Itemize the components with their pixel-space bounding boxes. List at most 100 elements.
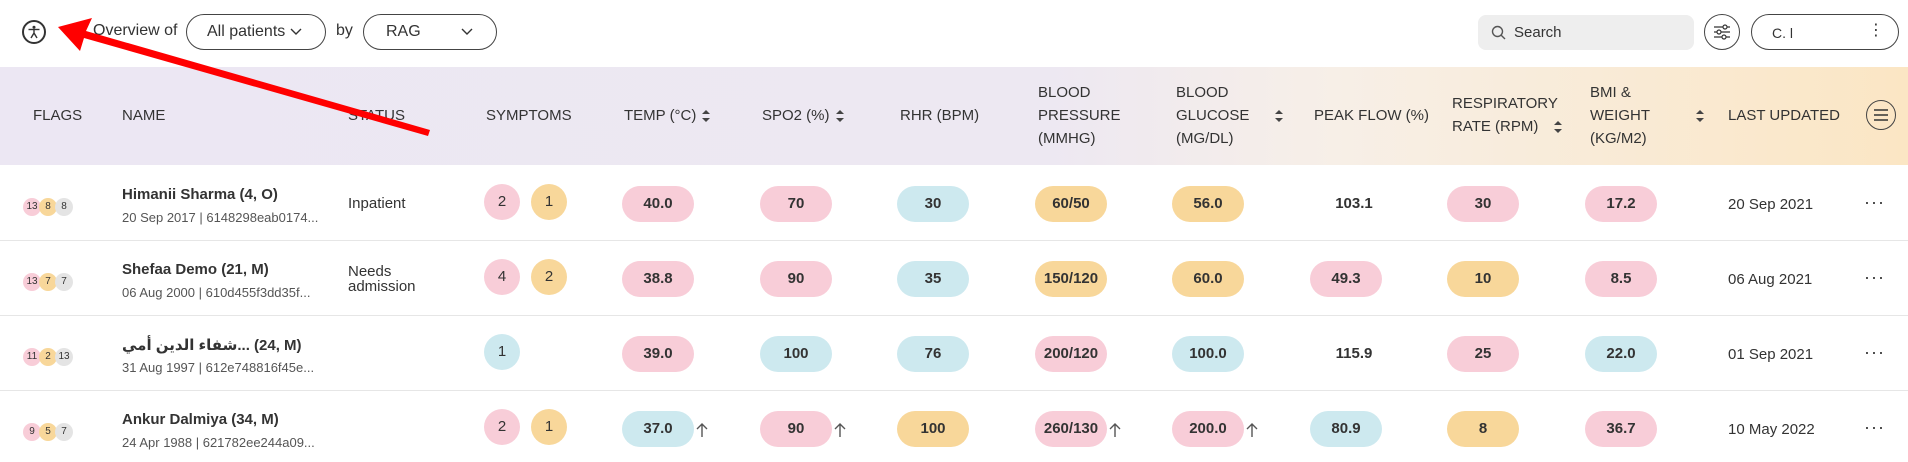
col-symptoms[interactable]: SYMPTOMS xyxy=(486,107,572,124)
sort-icon[interactable] xyxy=(702,110,711,123)
chevron-down-icon xyxy=(290,28,302,35)
patient-dob-id: 31 Aug 1997 | 612e748816f45e... xyxy=(122,360,315,375)
last-updated: 01 Sep 2021 xyxy=(1728,346,1814,363)
arrow-up-icon xyxy=(834,423,846,437)
chevron-down-icon xyxy=(461,28,473,35)
spo2-value: 100 xyxy=(760,336,832,372)
glucose-value: 100.0 xyxy=(1172,336,1244,372)
col-name[interactable]: NAME xyxy=(122,107,166,124)
last-updated: 06 Aug 2021 xyxy=(1728,271,1813,288)
symptom-amber-count: 1 xyxy=(531,409,567,445)
spo2-value: 90 xyxy=(760,411,832,447)
row-more-icon[interactable]: ··· xyxy=(1864,342,1885,362)
patient-dob-id: 06 Aug 2000 | 610d455f3dd35f... xyxy=(122,285,311,300)
red-flag-count: 13 xyxy=(23,198,41,216)
col-bp-line3: (MMHG) xyxy=(1038,130,1096,147)
grey-flag-count: 7 xyxy=(55,423,73,441)
temp-value: 37.0 xyxy=(622,411,694,447)
red-flag-count: 9 xyxy=(23,423,41,441)
col-temp-label: TEMP (°C) xyxy=(624,107,697,124)
overview-label: Overview of xyxy=(93,22,178,39)
col-blood-glucose[interactable]: BLOOD GLUCOSE (MG/DL) xyxy=(1176,81,1284,150)
sort-icon[interactable] xyxy=(835,110,844,123)
col-bmi-line3: (KG/M2) xyxy=(1590,130,1647,147)
table-row[interactable]: 11 2 13 شفاء الدين أمي... (24, M) 31 Aug 1… xyxy=(0,316,1908,391)
col-rhr[interactable]: RHR (BPM) xyxy=(900,107,980,124)
col-temp[interactable]: TEMP (°C) xyxy=(624,104,711,127)
patient-name[interactable]: Himanii Sharma (4, O) xyxy=(122,186,278,203)
resp-rate-value: 8 xyxy=(1447,411,1519,447)
bp-value: 60/50 xyxy=(1035,186,1107,222)
table-header: FLAGS NAME STATUS SYMPTOMS TEMP (°C) SPO… xyxy=(0,67,1908,165)
amber-flag-count: 8 xyxy=(39,198,57,216)
bmi-value: 17.2 xyxy=(1585,186,1657,222)
patient-name[interactable]: Ankur Dalmiya (34, M) xyxy=(122,411,279,428)
rhr-value: 35 xyxy=(897,261,969,297)
search-icon xyxy=(1491,25,1506,40)
user-menu-button[interactable]: C. l ⋮ xyxy=(1751,14,1899,50)
arrow-up-icon xyxy=(696,423,708,437)
search-input[interactable] xyxy=(1514,15,1684,50)
col-bg-line2-text: GLUCOSE xyxy=(1176,107,1250,124)
temp-value: 38.8 xyxy=(622,261,694,297)
red-flag-count: 11 xyxy=(23,348,41,366)
user-name: C. l xyxy=(1772,25,1793,41)
table-row[interactable]: 13 7 7 Shefaa Demo (21, M) 06 Aug 2000 | 6… xyxy=(0,241,1908,316)
grey-flag-count: 13 xyxy=(55,348,73,366)
resp-rate-value: 25 xyxy=(1447,336,1519,372)
patients-select[interactable]: All patients xyxy=(186,14,326,50)
grey-flag-count: 8 xyxy=(55,198,73,216)
sliders-icon xyxy=(1714,24,1730,40)
accessibility-icon[interactable] xyxy=(22,20,46,44)
filter-settings-button[interactable] xyxy=(1704,14,1740,50)
top-toolbar: Overview of All patients by RAG C. l ⋮ xyxy=(0,0,1908,66)
sort-icon[interactable] xyxy=(1275,110,1284,123)
sort-icon[interactable] xyxy=(1696,110,1704,123)
row-more-icon[interactable]: ··· xyxy=(1864,417,1885,437)
table-row[interactable]: 13 8 8 Himanii Sharma (4, O) 20 Sep 2017 |… xyxy=(0,166,1908,241)
patient-status-line1: Needs xyxy=(348,263,392,280)
bp-value: 260/130 xyxy=(1035,411,1107,447)
resp-rate-value: 30 xyxy=(1447,186,1519,222)
row-more-icon[interactable]: ··· xyxy=(1864,267,1885,287)
glucose-value: 56.0 xyxy=(1172,186,1244,222)
column-menu-button[interactable] xyxy=(1866,100,1896,130)
amber-flag-count: 7 xyxy=(39,273,57,291)
col-rr-line2: RATE (RPM) xyxy=(1452,115,1563,138)
symptom-red-count: 2 xyxy=(484,184,520,220)
bp-value: 200/120 xyxy=(1035,336,1107,372)
col-respiratory-rate[interactable]: RESPIRATORY RATE (RPM) xyxy=(1452,92,1563,138)
bmi-value: 22.0 xyxy=(1585,336,1657,372)
symptom-red-count: 2 xyxy=(484,409,520,445)
rhr-value: 100 xyxy=(897,411,969,447)
col-bg-line3: (MG/DL) xyxy=(1176,130,1234,147)
temp-value: 40.0 xyxy=(622,186,694,222)
last-updated: 20 Sep 2021 xyxy=(1728,196,1814,213)
patient-name[interactable]: شفاء الدين أمي... (24, M) xyxy=(122,337,302,354)
patient-name[interactable]: Shefaa Demo (21, M) xyxy=(122,261,269,278)
col-status[interactable]: STATUS xyxy=(348,107,405,124)
col-bmi-weight[interactable]: BMI & WEIGHT (KG/M2) xyxy=(1590,81,1704,150)
peak-flow-value: 49.3 xyxy=(1310,261,1382,297)
flag-counts: 13 7 7 xyxy=(23,271,73,291)
glucose-value: 60.0 xyxy=(1172,261,1244,297)
sort-icon[interactable] xyxy=(1554,121,1563,134)
arrow-up-icon xyxy=(1109,423,1121,437)
rhr-value: 30 xyxy=(897,186,969,222)
symptom-amber-count: 2 xyxy=(531,259,567,295)
peak-flow-value: 80.9 xyxy=(1310,411,1382,447)
resp-rate-value: 10 xyxy=(1447,261,1519,297)
col-peak-flow[interactable]: PEAK FLOW (%) xyxy=(1314,107,1430,124)
rag-select[interactable]: RAG xyxy=(363,14,497,50)
flag-counts: 13 8 8 xyxy=(23,196,73,216)
col-last-updated[interactable]: LAST UPDATED xyxy=(1728,107,1840,124)
col-rr-line1: RESPIRATORY xyxy=(1452,95,1558,112)
col-rr-line2-text: RATE (RPM) xyxy=(1452,118,1539,135)
col-spo2[interactable]: SPO2 (%) xyxy=(762,104,844,127)
col-blood-pressure[interactable]: BLOOD PRESSURE (MMHG) xyxy=(1038,81,1121,150)
row-more-icon[interactable]: ··· xyxy=(1864,192,1885,212)
search-box[interactable] xyxy=(1478,15,1694,50)
col-flags[interactable]: FLAGS xyxy=(33,107,83,124)
